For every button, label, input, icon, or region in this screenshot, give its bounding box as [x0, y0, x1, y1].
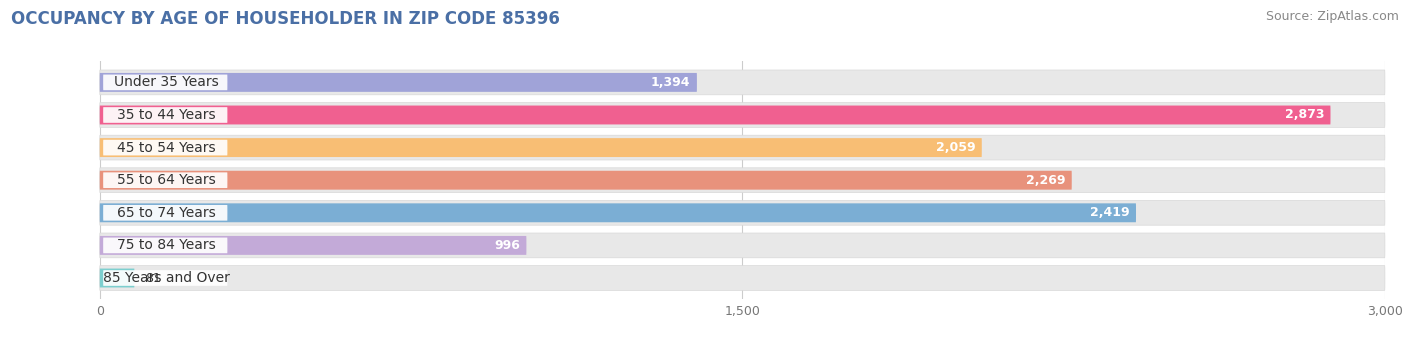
FancyBboxPatch shape	[100, 70, 1385, 95]
FancyBboxPatch shape	[100, 200, 1385, 225]
FancyBboxPatch shape	[103, 238, 228, 253]
Text: 85 Years and Over: 85 Years and Over	[103, 271, 229, 285]
FancyBboxPatch shape	[100, 233, 1385, 258]
Text: 2,873: 2,873	[1285, 108, 1324, 121]
Text: 35 to 44 Years: 35 to 44 Years	[117, 108, 215, 122]
Text: 45 to 54 Years: 45 to 54 Years	[117, 141, 215, 155]
FancyBboxPatch shape	[100, 105, 1330, 124]
FancyBboxPatch shape	[103, 270, 228, 286]
FancyBboxPatch shape	[103, 172, 228, 188]
Text: 65 to 74 Years: 65 to 74 Years	[117, 206, 215, 220]
Text: 2,269: 2,269	[1026, 174, 1066, 187]
Text: 1,394: 1,394	[651, 76, 690, 89]
FancyBboxPatch shape	[100, 269, 135, 287]
FancyBboxPatch shape	[100, 168, 1385, 192]
FancyBboxPatch shape	[103, 107, 228, 123]
FancyBboxPatch shape	[100, 135, 1385, 160]
FancyBboxPatch shape	[100, 236, 526, 255]
Text: Source: ZipAtlas.com: Source: ZipAtlas.com	[1265, 10, 1399, 23]
FancyBboxPatch shape	[103, 140, 228, 155]
Text: 2,059: 2,059	[936, 141, 976, 154]
FancyBboxPatch shape	[103, 74, 228, 90]
Text: 81: 81	[145, 272, 162, 285]
FancyBboxPatch shape	[100, 171, 1071, 190]
FancyBboxPatch shape	[100, 203, 1136, 222]
FancyBboxPatch shape	[100, 266, 1385, 290]
FancyBboxPatch shape	[100, 73, 697, 92]
Text: 55 to 64 Years: 55 to 64 Years	[117, 173, 215, 187]
FancyBboxPatch shape	[103, 205, 228, 221]
Text: 2,419: 2,419	[1090, 206, 1129, 219]
FancyBboxPatch shape	[100, 103, 1385, 128]
FancyBboxPatch shape	[100, 138, 981, 157]
Text: 996: 996	[494, 239, 520, 252]
Text: Under 35 Years: Under 35 Years	[114, 75, 218, 89]
Text: 75 to 84 Years: 75 to 84 Years	[117, 238, 215, 252]
Text: OCCUPANCY BY AGE OF HOUSEHOLDER IN ZIP CODE 85396: OCCUPANCY BY AGE OF HOUSEHOLDER IN ZIP C…	[11, 10, 560, 28]
